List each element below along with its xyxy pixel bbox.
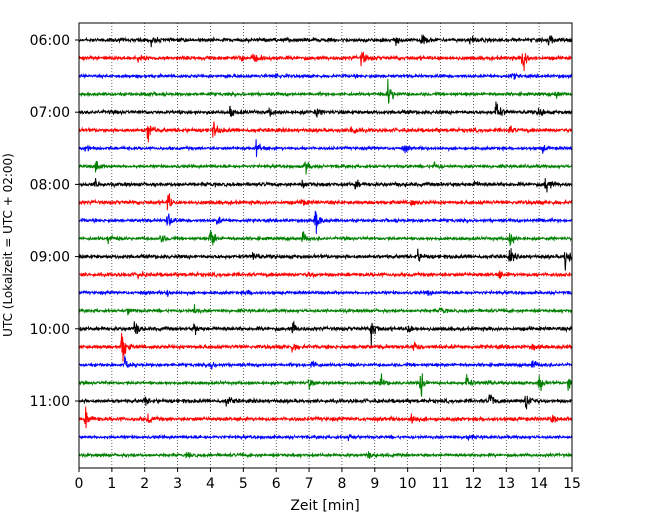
x-tick-label: 7 [305,476,314,492]
trace-11:45 [78,451,573,459]
x-tick-label: 13 [497,476,515,492]
trace-06:30 [78,72,573,80]
plot-frame [78,22,573,469]
x-tick-label: 8 [337,476,346,492]
trace-08:30 [78,210,573,234]
trace-10:00 [78,320,573,348]
trace-09:45 [78,304,573,316]
x-tick-label: 15 [563,476,581,492]
y-axis-label: UTC (Lokalzeit = UTC + 02:00) [1,153,15,337]
trace-06:00 [78,34,573,48]
y-tick-label: 10:00 [30,322,70,338]
trace-08:00 [78,178,573,193]
x-axis-ticks: 0 1 2 3 4 5 6 7 8 9 10 11 12 13 14 15 [75,468,581,492]
trace-06:45 [78,78,573,105]
trace-07:45 [78,160,573,175]
y-axis-ticks: 06:00 07:00 08:00 09:00 10:00 11:00 [30,33,79,410]
trace-09:30 [78,289,573,297]
trace-09:15 [78,270,573,280]
trace-07:00 [78,101,573,118]
trace-10:30 [78,355,573,370]
y-tick-label: 09:00 [30,250,70,266]
vertical-grid-lines [111,23,540,468]
x-tick-label: 14 [530,476,548,492]
trace-10:45 [78,373,573,397]
x-tick-label: 1 [107,476,116,492]
trace-11:00 [78,394,573,410]
x-tick-label: 6 [272,476,281,492]
trace-08:45 [78,229,573,246]
trace-09:00 [78,248,573,271]
trace-11:15 [78,406,573,429]
x-axis-label: Zeit [min] [290,498,359,514]
y-tick-label: 06:00 [30,33,70,49]
seismic-traces [78,34,573,459]
x-tick-label: 9 [370,476,379,492]
x-tick-label: 5 [239,476,248,492]
x-tick-label: 0 [75,476,84,492]
trace-08:15 [78,193,573,211]
x-tick-label: 10 [399,476,417,492]
trace-10:15 [78,332,573,362]
y-tick-label: 07:00 [30,105,70,121]
trace-11:30 [78,433,573,442]
x-tick-label: 11 [432,476,450,492]
x-tick-label: 4 [206,476,215,492]
trace-07:30 [78,139,573,158]
x-tick-label: 3 [173,476,182,492]
y-tick-label: 08:00 [30,177,70,193]
y-tick-label: 11:00 [30,394,70,410]
x-tick-label: 2 [140,476,149,492]
trace-06:15 [78,50,573,72]
trace-07:15 [78,121,573,143]
x-tick-label: 12 [464,476,482,492]
